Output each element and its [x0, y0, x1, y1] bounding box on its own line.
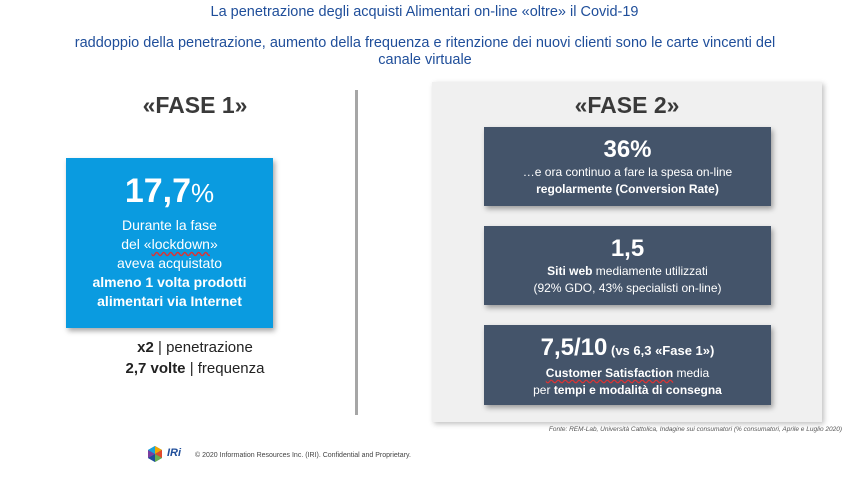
card2-line1-bold: Siti web: [547, 264, 593, 278]
card3-line2: per tempi e modalità di consegna: [484, 382, 771, 399]
card3-line1-rest: media: [673, 366, 710, 380]
phase1-value-unit: %: [191, 178, 215, 208]
phase1-stats: x2 | penetrazione 2,7 volte | frequenza: [60, 337, 330, 379]
phase2-card-websites: 1,5 Siti web mediamente utilizzati (92% …: [484, 226, 771, 305]
stat-frequency: 2,7 volte | frequenza: [60, 358, 330, 379]
phase1-value-number: 17,7: [124, 172, 192, 210]
stat-penetration-value: x2: [137, 339, 154, 356]
stat-penetration: x2 | penetrazione: [60, 337, 330, 358]
phase1-label: «FASE 1»: [142, 92, 248, 118]
card1-value: 36%: [603, 136, 652, 163]
card2-line2: (92% GDO, 43% specialisti on-line): [533, 281, 722, 295]
card3-line1-bold: Customer Satisfaction: [545, 366, 674, 380]
stat-frequency-value: 2,7 volte: [125, 360, 186, 377]
card1-line1: …e ora continuo a fare la spesa on-line: [522, 165, 733, 179]
copyright: © 2020 Information Resources Inc. (IRI).…: [195, 452, 411, 459]
card1-line2: regolarmente (Conversion Rate): [536, 182, 719, 196]
phase1-card: 17,7% Durante la fase del «lockdown» ave…: [66, 158, 273, 328]
card3-value: 7,5/10 (vs 6,3 «Fase 1»): [484, 334, 771, 365]
card2-line1: Siti web mediamente utilizzati: [484, 263, 771, 280]
slide-title: La penetrazione degli acquisti Alimentar…: [210, 4, 639, 20]
phase2-label: «FASE 2»: [574, 92, 680, 118]
slide-subtitle: raddoppio della penetrazione, aumento de…: [74, 35, 776, 68]
phase1-line1: Durante la fase: [122, 217, 217, 233]
phase2-card-satisfaction: 7,5/10 (vs 6,3 «Fase 1») Customer Satisf…: [484, 325, 771, 405]
card3-line2-pre: per: [533, 383, 554, 397]
phase1-line2b: lockdown: [151, 236, 210, 252]
iri-logo-icon: [148, 446, 162, 462]
card3-value-note: (vs 6,3 «Fase 1»): [607, 343, 715, 358]
source-note: Fonte: REM-Lab, Università Cattolica, In…: [548, 426, 842, 433]
card2-value: 1,5: [610, 235, 645, 262]
card3-value-number: 7,5/10: [540, 334, 608, 361]
phase1-value: 17,7%: [66, 172, 273, 212]
phase1-line2a: del «: [121, 236, 152, 252]
phase1-line4: almeno 1 volta prodotti: [92, 274, 247, 290]
card2-line1-rest: mediamente utilizzati: [592, 264, 708, 278]
logo-text: IRi: [167, 447, 182, 459]
stat-frequency-label: | frequenza: [185, 360, 265, 377]
phase1-line5: alimentari via Internet: [97, 293, 242, 309]
phase1-description: Durante la fase del «lockdown» aveva acq…: [66, 216, 273, 311]
phase1-line2: del «lockdown»: [66, 235, 273, 254]
vertical-divider: [355, 90, 358, 415]
stat-penetration-label: | penetrazione: [153, 339, 253, 356]
card3-line2-bold: tempi e modalità di consegna: [553, 383, 722, 397]
card3-line1: Customer Satisfaction media: [484, 365, 771, 382]
phase1-line3: aveva acquistato: [116, 255, 223, 271]
phase2-card-conversion: 36% …e ora continuo a fare la spesa on-l…: [484, 127, 771, 206]
phase1-line2c: »: [209, 236, 218, 252]
